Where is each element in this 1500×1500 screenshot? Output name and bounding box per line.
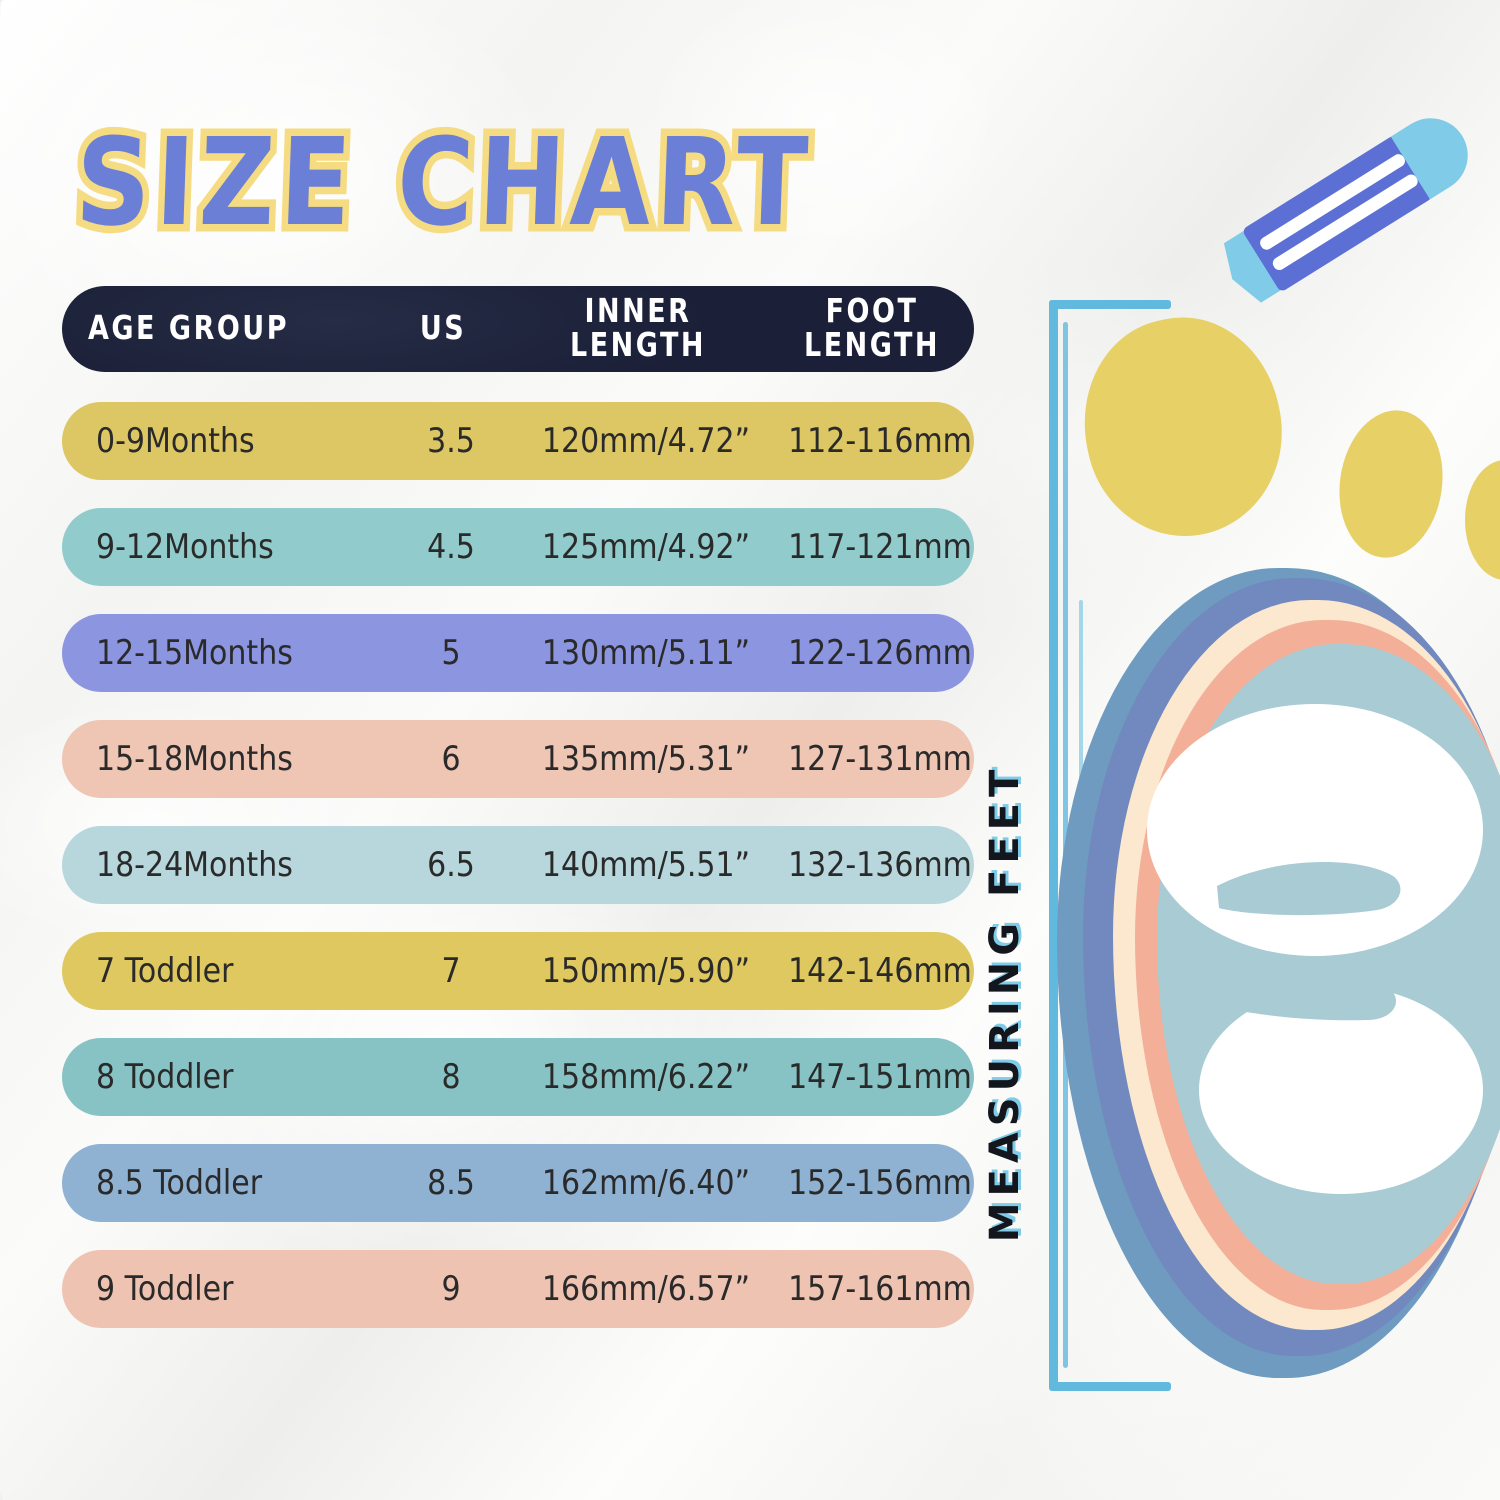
cell-us: 4.5 <box>427 527 475 567</box>
cell-foot-length: 127-131mm <box>788 739 972 779</box>
footprint-icon <box>1147 704 1483 1194</box>
cell-inner-length: 162mm/6.40” <box>541 1163 751 1203</box>
cell-us: 6.5 <box>427 845 475 885</box>
pencil-icon <box>1223 118 1468 303</box>
cell-age-group: 8.5 Toddler <box>96 1163 263 1203</box>
decorative-blob-small <box>1465 460 1500 580</box>
table-row: 15-18Months 6 135mm/5.31” 127-131mm <box>62 720 974 798</box>
cell-foot-length: 147-151mm <box>788 1057 972 1097</box>
table-row: 7 Toddler 7 150mm/5.90” 142-146mm <box>62 932 974 1010</box>
cell-inner-length: 158mm/6.22” <box>541 1057 751 1097</box>
cell-us: 8 <box>441 1057 461 1097</box>
measuring-label-wrapper: MEASURING FEET <box>755 460 1275 1243</box>
cell-age-group: 18-24Months <box>96 845 293 885</box>
cell-foot-length: 152-156mm <box>788 1163 972 1203</box>
table-row: 0-9Months 3.5 120mm/4.72” 112-116mm <box>62 402 974 480</box>
table-row: 8.5 Toddler 8.5 162mm/6.40” 152-156mm <box>62 1144 974 1222</box>
cell-age-group: 0-9Months <box>96 421 255 461</box>
cell-age-group: 9-12Months <box>96 527 274 567</box>
cell-inner-length: 135mm/5.31” <box>541 739 751 779</box>
table-row: 9 Toddler 9 166mm/6.57” 157-161mm <box>62 1250 974 1328</box>
table-rows-container: 0-9Months 3.5 120mm/4.72” 112-116mm 9-12Mont… <box>62 402 974 1328</box>
table-row: 12-15Months 5 130mm/5.11” 122-126mm <box>62 614 974 692</box>
cell-inner-length: 130mm/5.11” <box>541 633 751 673</box>
measuring-feet-label: MEASURING FEET <box>982 763 1028 1243</box>
cell-age-group: 12-15Months <box>96 633 293 673</box>
cell-age-group: 15-18Months <box>96 739 293 779</box>
page-title: SIZE CHART <box>66 105 821 261</box>
cell-us: 9 <box>441 1269 461 1309</box>
cell-inner-length: 125mm/4.92” <box>541 527 751 567</box>
table-row: 9-12Months 4.5 125mm/4.92” 117-121mm <box>62 508 974 586</box>
cell-foot-length: 112-116mm <box>788 421 972 461</box>
cell-us: 6 <box>441 739 461 779</box>
column-header-age-group: AGE GROUP <box>88 309 290 348</box>
cell-age-group: 8 Toddler <box>96 1057 234 1097</box>
cell-us: 7 <box>441 951 461 991</box>
table-row: 8 Toddler 8 158mm/6.22” 147-151mm <box>62 1038 974 1116</box>
cell-foot-length: 122-126mm <box>788 633 972 673</box>
size-chart-table: AGE GROUP US INNER LENGTH FOOT LENGTH 0-… <box>62 286 974 1356</box>
cell-inner-length: 150mm/5.90” <box>541 951 751 991</box>
cell-inner-length: 166mm/6.57” <box>541 1269 751 1309</box>
cell-us: 3.5 <box>427 421 475 461</box>
table-header-row: AGE GROUP US INNER LENGTH FOOT LENGTH <box>62 286 974 372</box>
column-header-inner-length: INNER LENGTH <box>570 292 706 365</box>
cell-age-group: 7 Toddler <box>96 951 234 991</box>
cell-age-group: 9 Toddler <box>96 1269 234 1309</box>
cell-inner-length: 120mm/4.72” <box>541 421 751 461</box>
cell-foot-length: 132-136mm <box>788 845 972 885</box>
column-header-foot-length: FOOT LENGTH <box>804 292 940 365</box>
cell-us: 8.5 <box>427 1163 475 1203</box>
cell-foot-length: 117-121mm <box>788 527 972 567</box>
cell-foot-length: 157-161mm <box>788 1269 972 1309</box>
cell-inner-length: 140mm/5.51” <box>541 845 751 885</box>
cell-foot-length: 142-146mm <box>788 951 972 991</box>
table-row: 18-24Months 6.5 140mm/5.51” 132-136mm <box>62 826 974 904</box>
decorative-blob-medium <box>1330 403 1452 565</box>
column-header-us: US <box>419 309 467 348</box>
cell-us: 5 <box>441 633 461 673</box>
illustration-panel: MEASURING FEET <box>982 0 1500 1500</box>
